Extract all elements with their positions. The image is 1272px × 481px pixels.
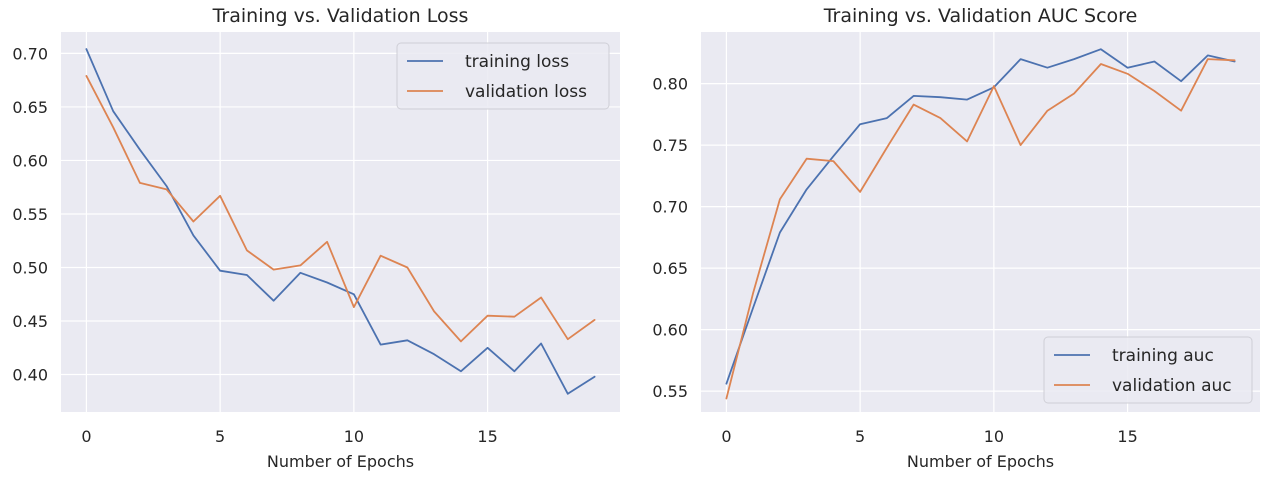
x-axis-label: Number of Epochs — [267, 452, 414, 471]
legend-label: training auc — [1112, 346, 1214, 366]
x-tick-label: 15 — [1117, 427, 1137, 446]
x-tick-label: 5 — [215, 427, 225, 446]
y-tick-label: 0.70 — [652, 198, 688, 217]
y-tick-label: 0.45 — [12, 312, 48, 331]
y-tick-label: 0.65 — [652, 259, 688, 278]
x-tick-label: 10 — [984, 427, 1004, 446]
x-tick-label: 0 — [81, 427, 91, 446]
auc-chart: 0 5 10 15 0.55 0.60 0.65 0.70 0.75 0.80 Training v… — [652, 5, 1260, 471]
legend-label: validation loss — [465, 82, 587, 102]
y-tick-label: 0.40 — [12, 366, 48, 385]
y-tick-label: 0.70 — [12, 44, 48, 63]
series-line-validation-auc — [725, 58, 1236, 400]
y-tick-label: 0.50 — [12, 258, 48, 277]
x-tick-label: 0 — [721, 427, 731, 446]
y-tick-label: 0.60 — [652, 321, 688, 340]
x-axis-label: Number of Epochs — [907, 452, 1054, 471]
loss-chart: 0 5 10 15 0.40 0.45 0.50 0.55 0.60 0.65 0.70 Traini… — [12, 5, 620, 471]
x-tick-label: 15 — [477, 427, 497, 446]
y-tick-label: 0.80 — [652, 75, 688, 94]
series-line-validation-loss — [85, 75, 596, 343]
legend-box — [396, 42, 610, 110]
chart-title: Training vs. Validation AUC Score — [823, 5, 1138, 27]
y-tick-label: 0.55 — [652, 382, 688, 401]
x-tick-label: 5 — [855, 427, 865, 446]
legend-label: validation auc — [1112, 376, 1232, 396]
y-tick-label: 0.75 — [652, 136, 688, 155]
legend-box — [1043, 336, 1253, 404]
y-tick-label: 0.65 — [12, 98, 48, 117]
y-tick-label: 0.55 — [12, 205, 48, 224]
x-tick-label: 10 — [344, 427, 364, 446]
legend-label: training loss — [465, 52, 569, 72]
y-tick-label: 0.60 — [12, 151, 48, 170]
chart-title: Training vs. Validation Loss — [212, 5, 469, 27]
series-line-training-auc — [725, 48, 1236, 385]
